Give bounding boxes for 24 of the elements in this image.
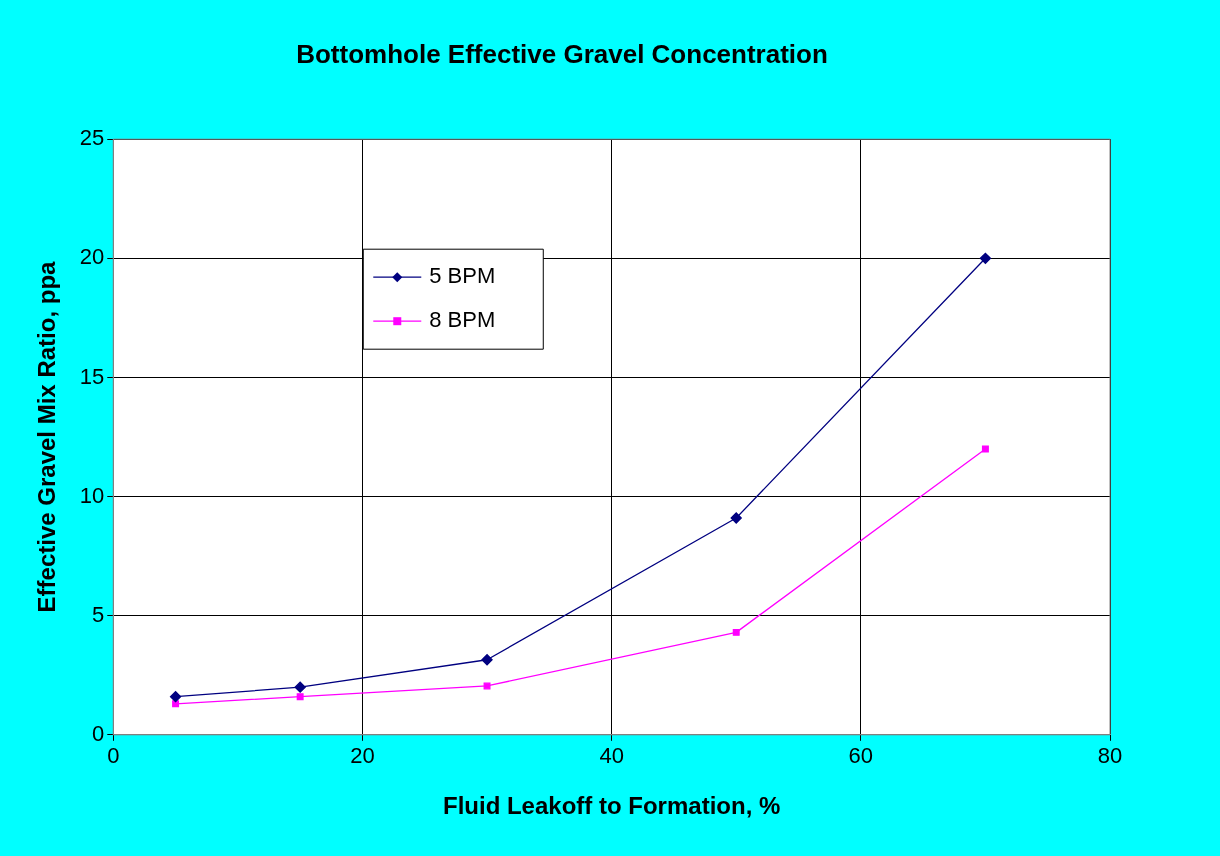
point xyxy=(979,252,992,264)
x-tick-label: 40 xyxy=(599,743,624,769)
legend-label: 5 BPM xyxy=(429,263,496,289)
point xyxy=(294,681,306,693)
y-axis-title: Effective Gravel Mix Ratio, ppa xyxy=(33,260,61,613)
y-tick-label: 25 xyxy=(79,125,105,151)
chart-title: Bottomhole Effective Gravel Concentration xyxy=(296,38,828,69)
x-tick-label: 60 xyxy=(848,743,874,769)
x-tick-label: 20 xyxy=(350,743,375,769)
point xyxy=(981,445,989,453)
y-tick-label: 15 xyxy=(79,363,105,389)
point xyxy=(169,691,182,703)
y-tick-label: 10 xyxy=(79,482,105,508)
point xyxy=(732,628,740,636)
y-tick-label: 5 xyxy=(92,601,105,627)
point xyxy=(481,654,493,666)
y-tick-label: 20 xyxy=(79,244,105,270)
legend-label: 8 BPM xyxy=(429,307,496,333)
point xyxy=(730,512,742,524)
x-tick-label: 80 xyxy=(1097,743,1123,769)
point xyxy=(296,693,304,701)
x-axis-title: Fluid Leakoff to Formation, % xyxy=(442,792,781,820)
y-tick-label: 0 xyxy=(92,720,105,746)
point xyxy=(483,682,491,690)
